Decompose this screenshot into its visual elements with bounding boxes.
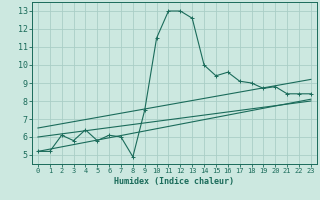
X-axis label: Humidex (Indice chaleur): Humidex (Indice chaleur) xyxy=(115,177,234,186)
